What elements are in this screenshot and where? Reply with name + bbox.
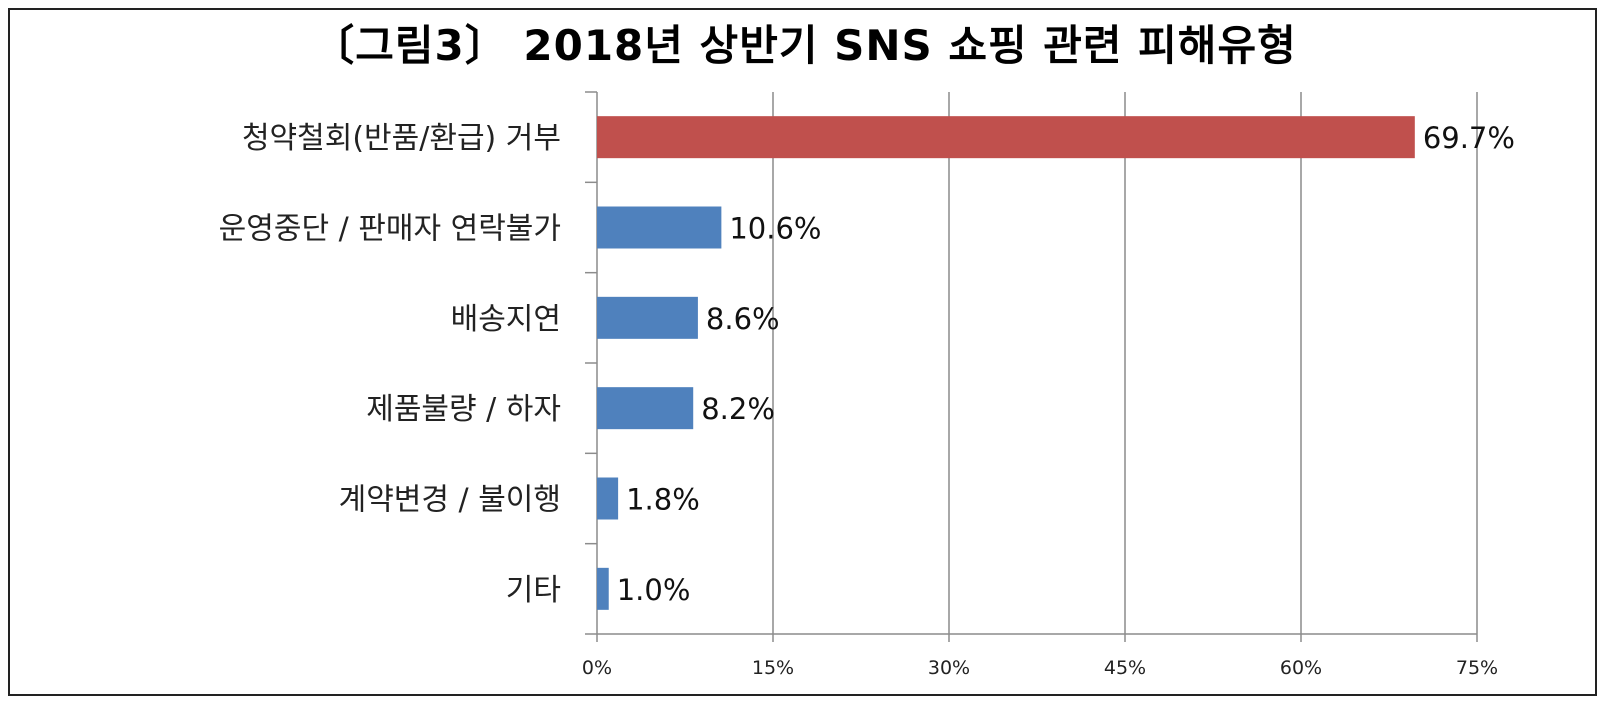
bar [597, 567, 609, 610]
value-label: 1.0% [617, 573, 691, 607]
bar [597, 477, 619, 520]
axes [585, 91, 1478, 642]
value-label: 8.6% [706, 302, 780, 336]
bar [597, 387, 694, 430]
value-label: 69.7% [1423, 121, 1515, 155]
x-tick-label: 60% [1280, 657, 1322, 679]
labels: 0% 15% 30% 45% 60% 75% 청약철회(반품/환급) 거부 69.7% 운영중단… [219, 121, 1515, 679]
value-label: 1.8% [626, 483, 700, 517]
category-label: 계약변경 / 불이행 [339, 483, 561, 518]
bar [597, 296, 698, 339]
chart-title: 〔그림3〕 2018년 상반기 SNS 쇼핑 관련 피해유형 [312, 21, 1297, 70]
category-label: 기타 [506, 573, 561, 608]
x-tick-label: 75% [1456, 657, 1498, 679]
x-tick-label: 30% [928, 657, 970, 679]
category-label: 운영중단 / 판매자 연락불가 [219, 212, 561, 247]
bars [597, 116, 1415, 610]
value-label: 10.6% [729, 212, 821, 246]
x-tick-label: 0% [582, 657, 612, 679]
grid-lines [772, 92, 1478, 634]
bar [597, 116, 1415, 159]
category-label: 배송지연 [451, 302, 561, 337]
value-label: 8.2% [701, 392, 775, 426]
category-label: 제품불량 / 하자 [366, 392, 561, 427]
x-tick-label: 15% [752, 657, 794, 679]
x-tick-label: 45% [1104, 657, 1146, 679]
category-label: 청약철회(반품/환급) 거부 [242, 121, 561, 156]
bar [597, 206, 722, 249]
